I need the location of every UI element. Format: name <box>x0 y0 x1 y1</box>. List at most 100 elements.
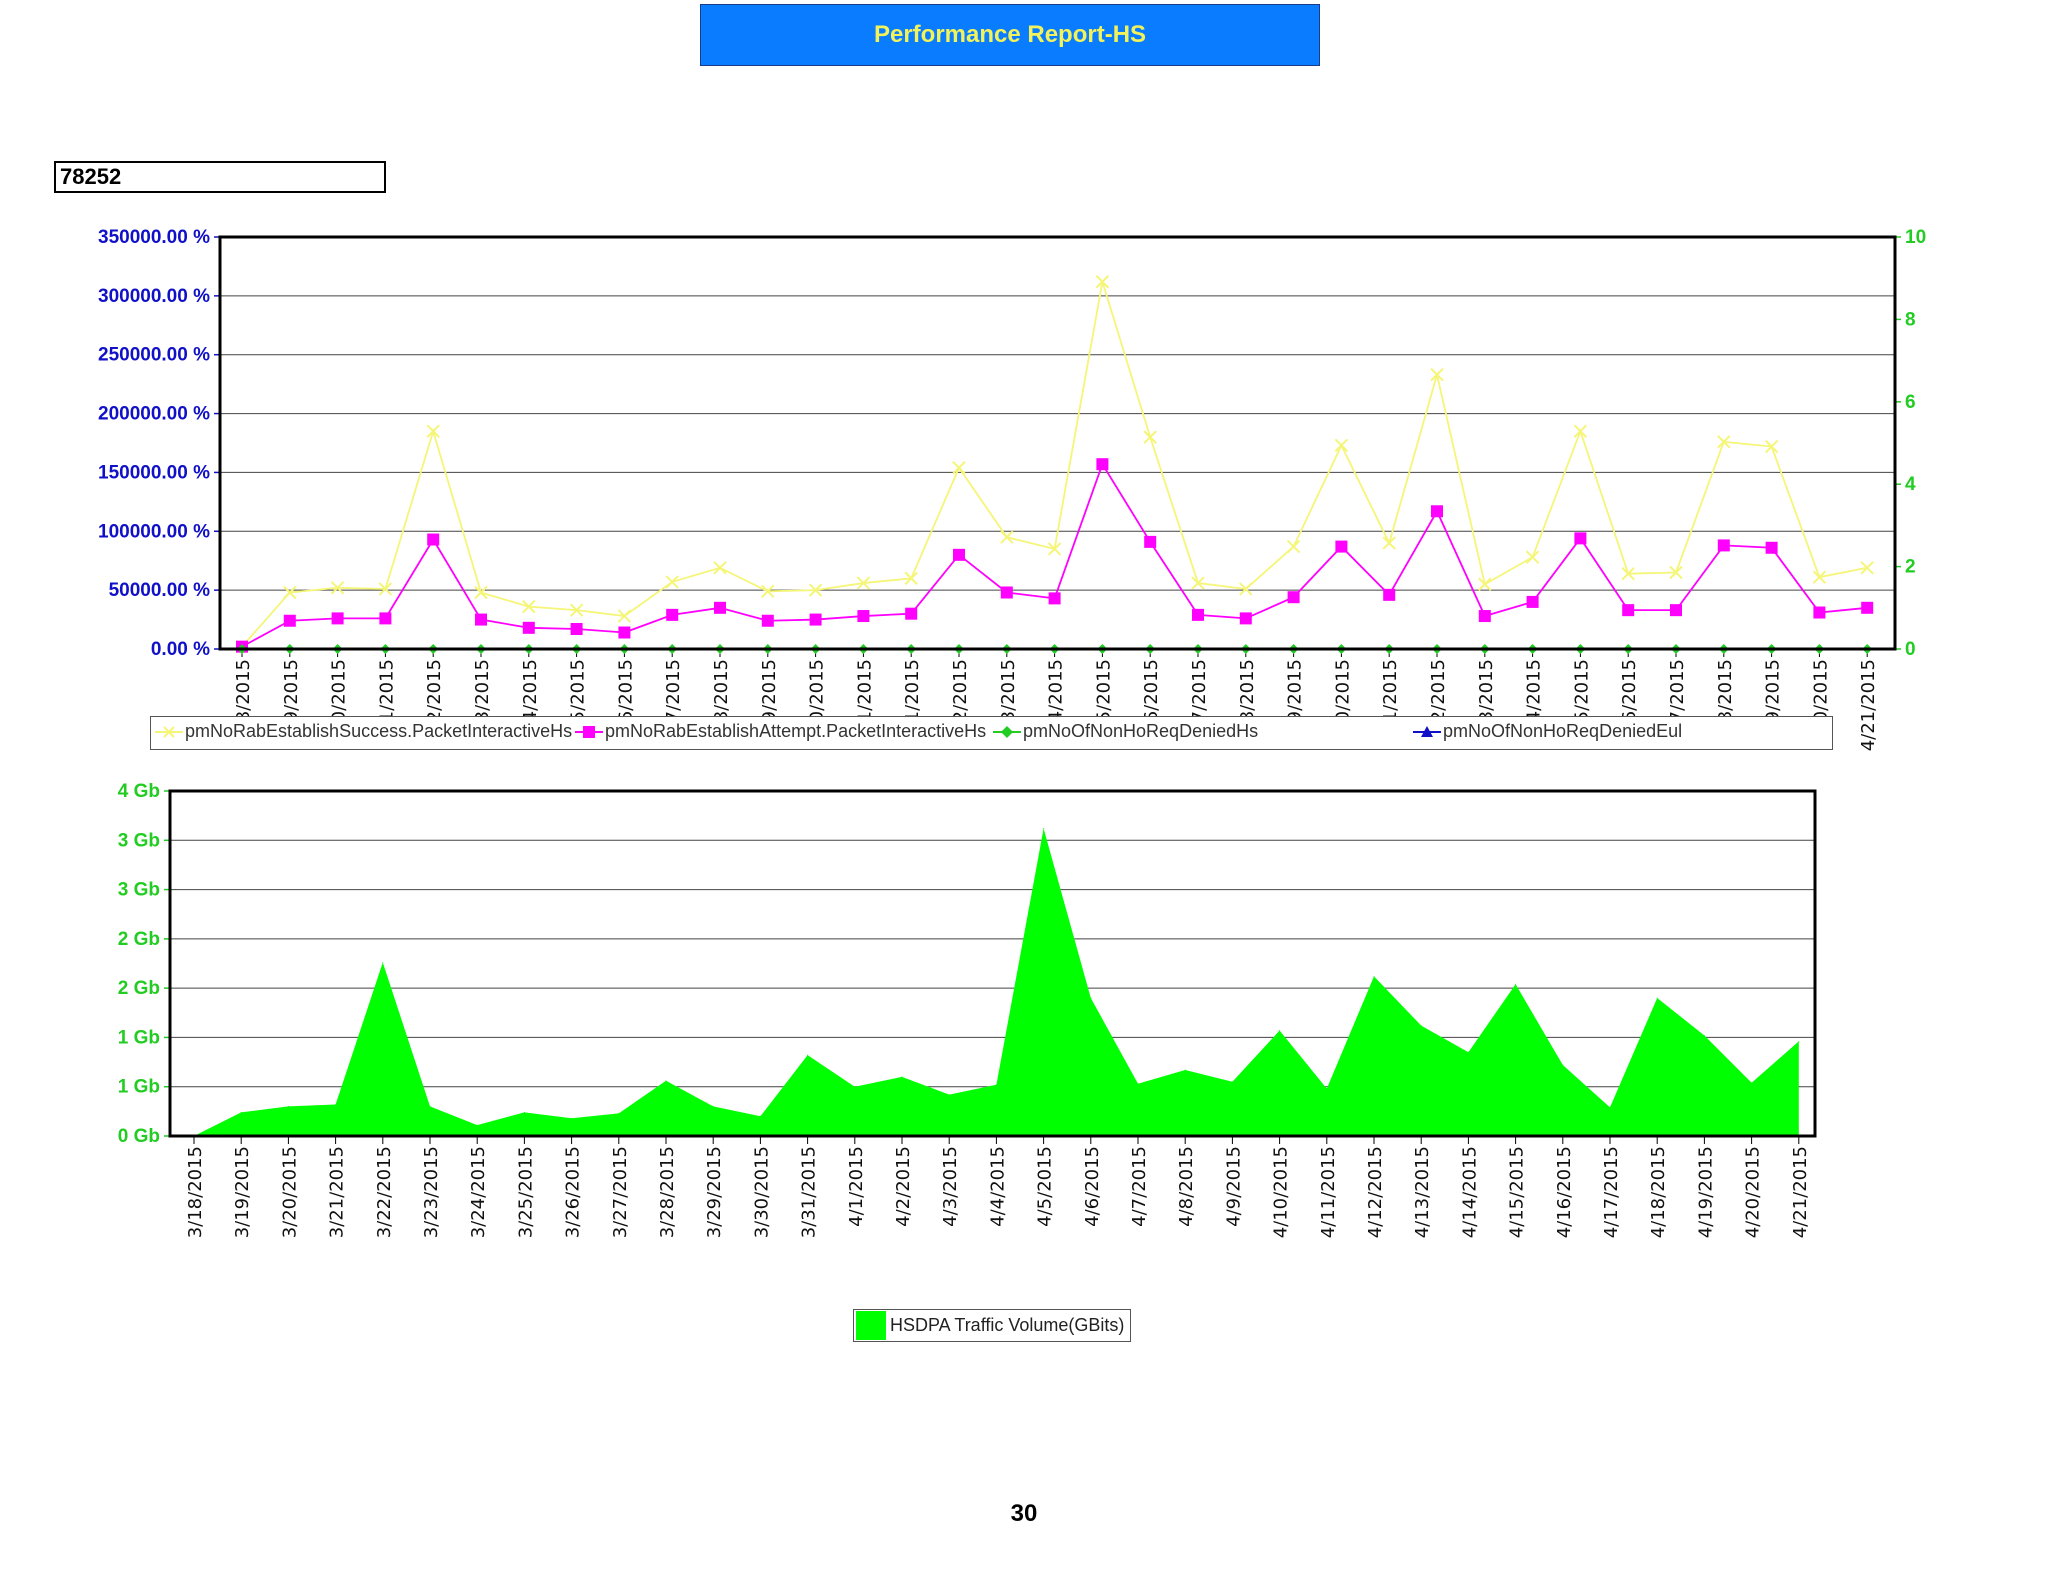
area-x-tick-label: 4/15/2015 <box>1507 1146 1528 1238</box>
data-point-success <box>1143 430 1157 444</box>
triangle-marker-icon <box>1413 722 1441 742</box>
traffic-data-point <box>1373 975 1375 977</box>
legend-label-traffic: HSDPA Traffic Volume(GBits) <box>890 1315 1125 1335</box>
data-point-attempt <box>1813 606 1826 619</box>
traffic-data-point <box>1467 1051 1469 1053</box>
data-point-attempt <box>522 621 535 634</box>
line-plot-frame <box>218 235 1897 651</box>
data-point-success <box>904 571 918 586</box>
diamond-marker-icon <box>993 722 1021 742</box>
traffic-data-point <box>618 1112 620 1114</box>
x-marker-icon <box>155 722 183 742</box>
data-point-success <box>665 575 679 589</box>
data-point-attempt <box>857 610 870 623</box>
square-marker-icon <box>575 722 603 742</box>
area-x-tick-label: 3/18/2015 <box>185 1146 206 1238</box>
legend-item-attempt: pmNoRabEstablishAttempt.PacketInteractiv… <box>575 721 986 742</box>
area-x-tick-label: 4/17/2015 <box>1601 1146 1622 1238</box>
traffic-data-point <box>571 1117 573 1119</box>
data-point-attempt <box>331 612 344 625</box>
area-x-tick-label: 3/20/2015 <box>279 1146 300 1238</box>
traffic-data-point <box>807 1054 809 1056</box>
data-point-attempt <box>1335 540 1348 553</box>
line-x-tick-label: 3/2015 <box>998 659 1019 722</box>
data-point-success <box>522 599 536 614</box>
line-x-tick-label: 4/2015 <box>1524 659 1545 722</box>
cell-id-field: 78252 <box>54 161 386 193</box>
legend-label-denied-eul: pmNoOfNonHoReqDeniedEul <box>1443 721 1683 741</box>
line-x-tick-label: 5/2015 <box>568 659 589 722</box>
traffic-data-point <box>712 1105 714 1107</box>
traffic-data-point <box>1043 827 1045 829</box>
right-axis-tick-label: 2 <box>1905 557 1916 578</box>
line-x-tick-label: 8/2015 <box>1237 659 1258 722</box>
data-point-attempt <box>953 548 965 561</box>
data-point-attempt <box>1574 532 1587 545</box>
data-point-success <box>1573 424 1588 438</box>
line-x-tick-label: 4/2015 <box>520 659 541 722</box>
report-title: Performance Report-HS <box>700 4 1320 66</box>
traffic-data-point <box>1798 1040 1800 1042</box>
data-point-attempt <box>1670 604 1682 617</box>
area-y-tick-label: 3 Gb <box>118 830 160 851</box>
data-point-success <box>617 609 632 623</box>
data-point-attempt <box>1526 595 1539 608</box>
area-x-tick-label: 4/6/2015 <box>1082 1146 1103 1227</box>
traffic-data-point <box>901 1076 903 1078</box>
area-y-tick-label: 0 Gb <box>118 1126 160 1147</box>
left-axis-tick-label: 50000.00 % <box>109 580 211 601</box>
traffic-data-point <box>1326 1088 1328 1090</box>
data-point-success <box>856 576 871 590</box>
data-point-attempt <box>1239 612 1252 625</box>
traffic-data-point <box>1562 1064 1564 1066</box>
data-point-success <box>808 583 823 597</box>
left-axis-tick-label: 250000.00 % <box>98 345 210 366</box>
data-point-attempt <box>1478 610 1491 623</box>
data-point-success <box>1478 577 1492 591</box>
area-x-tick-label: 4/14/2015 <box>1459 1146 1480 1238</box>
traffic-data-point <box>1656 997 1658 999</box>
area-x-tick-label: 4/8/2015 <box>1176 1146 1197 1227</box>
area-x-tick-label: 3/19/2015 <box>232 1146 253 1238</box>
data-point-attempt <box>1144 535 1157 548</box>
data-point-success <box>952 461 966 475</box>
data-point-attempt <box>1622 604 1635 617</box>
data-point-attempt <box>1861 601 1874 614</box>
traffic-data-point <box>1137 1083 1139 1085</box>
data-point-success <box>1669 565 1683 580</box>
area-x-tick-label: 3/27/2015 <box>610 1146 631 1238</box>
data-point-success <box>1525 550 1540 564</box>
area-x-tick-label: 4/21/2015 <box>1790 1146 1811 1238</box>
area-x-tick-label: 3/26/2015 <box>563 1146 584 1238</box>
line-x-tick-label: 8/2015 <box>1715 659 1736 722</box>
data-point-success <box>330 581 345 595</box>
data-point-success <box>1812 570 1827 584</box>
data-point-attempt <box>1000 586 1013 599</box>
line-x-tick-label: 5/2015 <box>1571 659 1592 722</box>
data-point-attempt <box>570 622 583 635</box>
line-x-tick-label: 2/2015 <box>1428 659 1449 722</box>
legend-item-denied-hs: pmNoOfNonHoReqDeniedHs <box>993 721 1258 742</box>
line-x-tick-label: 0/2015 <box>807 659 828 722</box>
right-axis-tick-label: 0 <box>1905 639 1916 660</box>
data-point-attempt <box>283 614 296 627</box>
left-axis-tick-label: 200000.00 % <box>98 404 210 425</box>
data-point-attempt <box>1765 541 1778 554</box>
page-number: 30 <box>1010 1500 1038 1527</box>
data-point-success <box>1000 530 1014 544</box>
data-point-attempt <box>475 613 487 626</box>
area-y-tick-label: 1 Gb <box>118 1077 160 1098</box>
left-axis-tick-label: 100000.00 % <box>98 521 210 542</box>
area-y-tick-label: 2 Gb <box>118 978 160 999</box>
data-point-attempt <box>1048 592 1061 605</box>
area-x-tick-label: 4/12/2015 <box>1365 1146 1386 1238</box>
area-x-tick-label: 3/22/2015 <box>374 1146 395 1238</box>
data-point-success <box>283 585 297 600</box>
data-point-attempt <box>1096 458 1109 471</box>
line-chart-legend: pmNoRabEstablishSuccess.PacketInteractiv… <box>150 716 1833 750</box>
area-chart-legend: HSDPA Traffic Volume(GBits) <box>853 1309 1131 1342</box>
data-point-success <box>569 603 584 617</box>
area-x-tick-label: 4/4/2015 <box>987 1146 1008 1227</box>
data-point-success <box>378 582 393 596</box>
line-x-tick-label: 6/2015 <box>615 659 636 722</box>
